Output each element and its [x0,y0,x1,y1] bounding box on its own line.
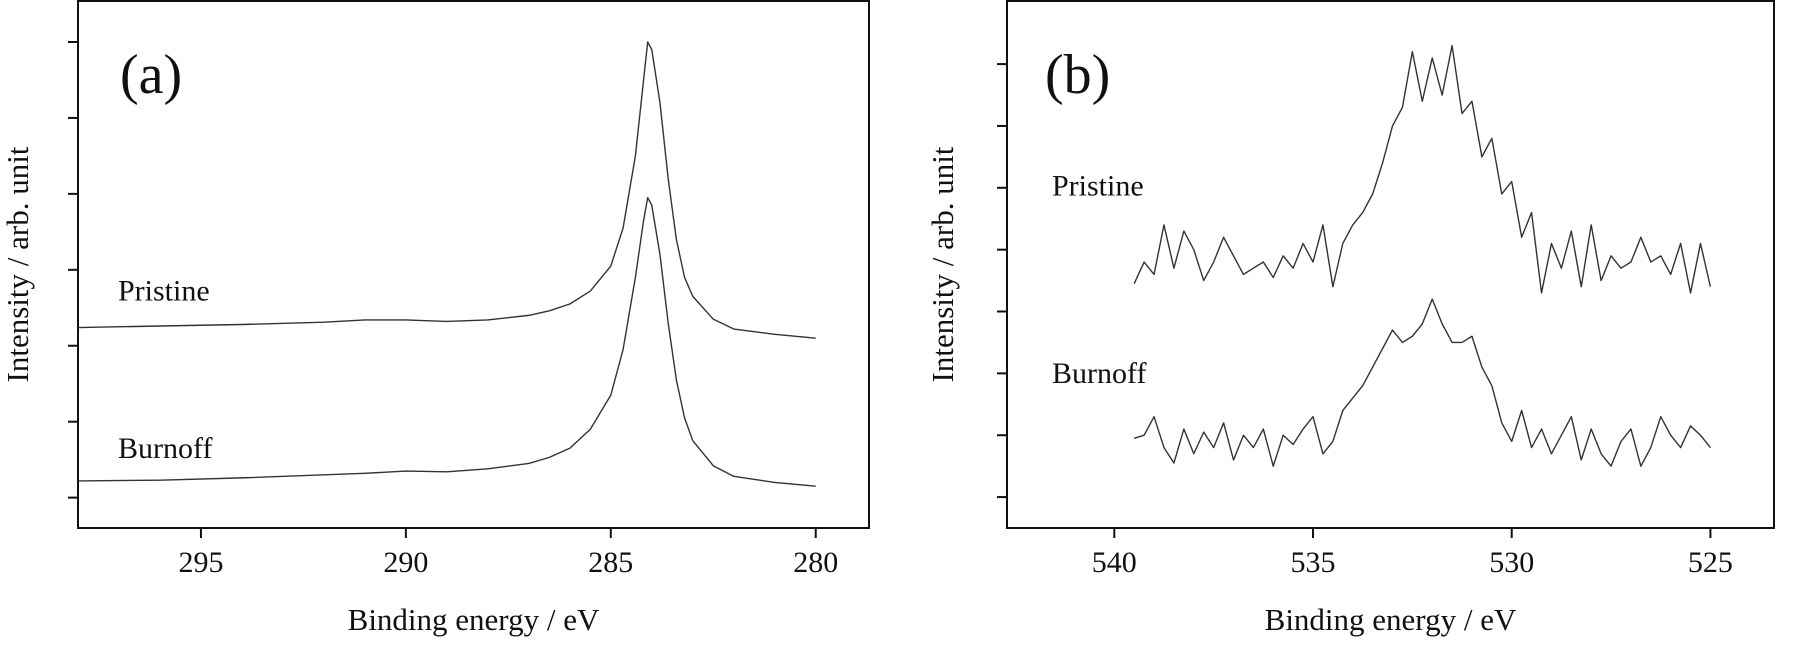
data-line [1133,44,1712,294]
x-axis-title: Binding energy / eV [348,602,600,637]
x-axis-title: Binding energy / eV [1265,602,1517,637]
x-tick-label: 525 [1688,546,1733,579]
axes-frame [1006,0,1775,529]
series-label: Pristine [1052,170,1144,203]
y-axis-title: Intensity / arb. unit [0,146,35,382]
series-label: Burnoff [1052,357,1146,390]
panel-label: (a) [120,44,182,106]
x-tick-label: 535 [1291,546,1336,579]
data-line [1133,298,1711,467]
series-label: Burnoff [118,432,212,465]
series-label: Pristine [118,274,210,307]
x-tick-label: 290 [383,546,428,579]
x-tick-label: 280 [793,546,838,579]
y-axis-title: Intensity / arb. unit [925,146,960,382]
data-line [77,196,816,487]
x-tick-label: 295 [178,546,223,579]
x-tick-label: 285 [588,546,633,579]
panel-label: (b) [1045,44,1110,106]
x-tick-label: 530 [1489,546,1534,579]
axes-frame [77,0,870,529]
x-tick-label: 540 [1092,546,1137,579]
data-line [77,41,816,339]
